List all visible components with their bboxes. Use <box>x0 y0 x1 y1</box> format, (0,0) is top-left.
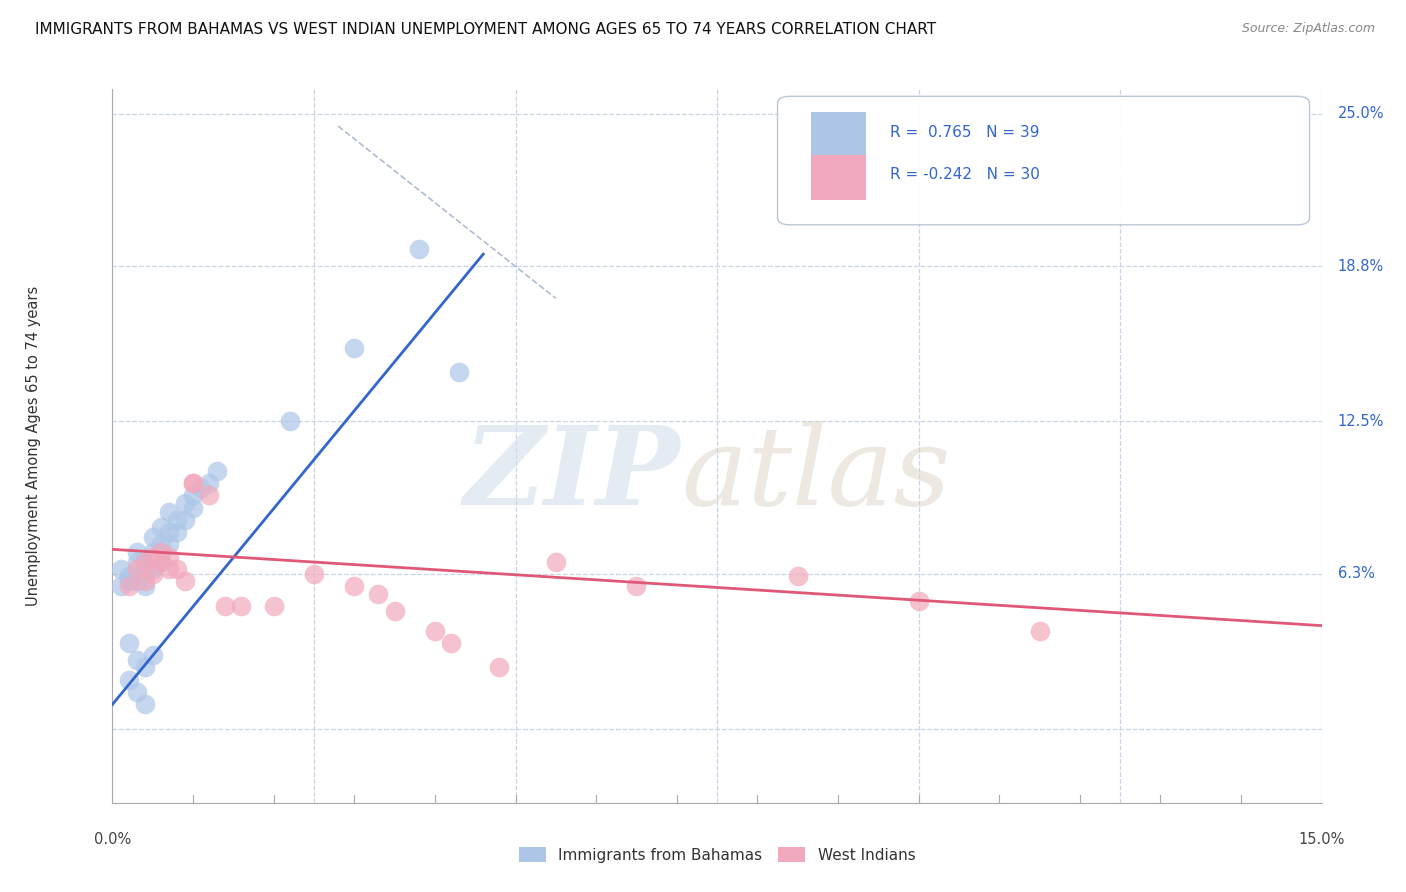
Point <box>142 562 165 576</box>
Text: R =  0.765   N = 39: R = 0.765 N = 39 <box>890 125 1039 139</box>
Point <box>1028 624 1050 638</box>
Point <box>125 685 148 699</box>
Point <box>142 545 165 559</box>
Point <box>149 537 172 551</box>
Point <box>907 594 929 608</box>
Text: ZIP: ZIP <box>464 421 681 528</box>
Point <box>125 653 148 667</box>
Point <box>181 500 204 515</box>
Point <box>207 464 229 478</box>
Point <box>142 566 165 581</box>
Point <box>125 574 148 589</box>
Point <box>198 475 221 490</box>
Point <box>117 673 139 687</box>
Text: IMMIGRANTS FROM BAHAMAS VS WEST INDIAN UNEMPLOYMENT AMONG AGES 65 TO 74 YEARS CO: IMMIGRANTS FROM BAHAMAS VS WEST INDIAN U… <box>35 22 936 37</box>
FancyBboxPatch shape <box>811 112 866 157</box>
Point <box>110 562 132 576</box>
Point <box>174 495 197 509</box>
Point <box>343 341 366 355</box>
Legend: Immigrants from Bahamas, West Indians: Immigrants from Bahamas, West Indians <box>519 847 915 863</box>
Point <box>423 624 446 638</box>
Text: 18.8%: 18.8% <box>1337 259 1384 274</box>
Point <box>134 555 156 569</box>
Point <box>142 530 165 544</box>
FancyBboxPatch shape <box>811 155 866 200</box>
Point <box>157 525 180 540</box>
Point <box>214 599 236 613</box>
Point <box>134 555 156 569</box>
Point <box>190 481 212 495</box>
Point <box>166 513 188 527</box>
Text: 25.0%: 25.0% <box>1337 106 1385 121</box>
Point <box>134 562 156 576</box>
Point <box>149 545 172 559</box>
Point <box>125 562 148 576</box>
Point <box>263 599 285 613</box>
Point <box>157 537 180 551</box>
Point <box>231 599 253 613</box>
Point <box>384 604 406 618</box>
Point <box>142 648 165 662</box>
Point <box>302 566 325 581</box>
Point <box>488 660 510 674</box>
Point <box>166 525 188 540</box>
Point <box>134 574 156 589</box>
FancyBboxPatch shape <box>778 96 1309 225</box>
Text: R = -0.242   N = 30: R = -0.242 N = 30 <box>890 168 1040 182</box>
Point <box>117 579 139 593</box>
Point <box>149 555 172 569</box>
Point <box>367 587 389 601</box>
Point <box>134 698 156 712</box>
Text: 15.0%: 15.0% <box>1299 832 1344 847</box>
Point <box>110 579 132 593</box>
Point <box>157 562 180 576</box>
Point <box>626 579 648 593</box>
Point <box>134 579 156 593</box>
Point <box>117 636 139 650</box>
Point <box>117 569 139 583</box>
Point <box>278 414 301 428</box>
Text: 6.3%: 6.3% <box>1337 566 1375 582</box>
Point <box>166 562 188 576</box>
Point <box>125 555 148 569</box>
Text: 0.0%: 0.0% <box>94 832 131 847</box>
Point <box>149 520 172 534</box>
Point <box>440 636 463 650</box>
Text: Unemployment Among Ages 65 to 74 years: Unemployment Among Ages 65 to 74 years <box>27 285 41 607</box>
Point <box>117 574 139 589</box>
Point <box>544 555 567 569</box>
Point <box>157 549 180 564</box>
Point <box>174 513 197 527</box>
Point <box>408 242 430 256</box>
Point <box>125 545 148 559</box>
Point <box>181 475 204 490</box>
Point <box>181 475 204 490</box>
Point <box>174 574 197 589</box>
Text: atlas: atlas <box>681 421 950 528</box>
Point <box>157 505 180 519</box>
Point <box>149 555 172 569</box>
Point <box>134 660 156 674</box>
Point <box>343 579 366 593</box>
Point <box>449 365 471 379</box>
Text: Source: ZipAtlas.com: Source: ZipAtlas.com <box>1241 22 1375 36</box>
Text: 12.5%: 12.5% <box>1337 414 1384 429</box>
Point <box>786 569 808 583</box>
Point <box>198 488 221 502</box>
Point <box>181 488 204 502</box>
Point <box>142 549 165 564</box>
